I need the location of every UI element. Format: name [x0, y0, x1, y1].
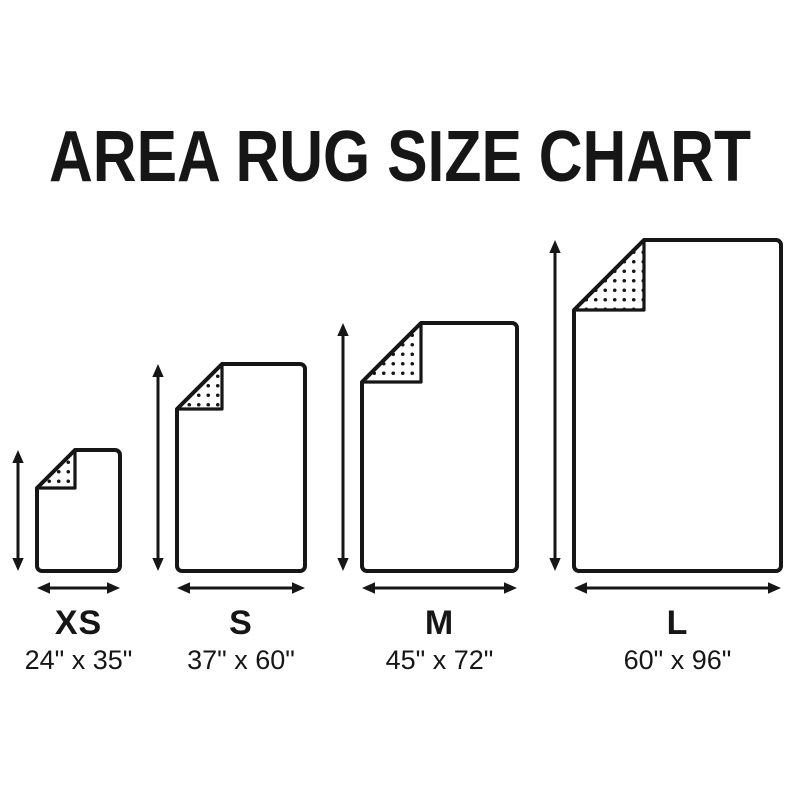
folded-corner-l [572, 238, 646, 312]
height-arrow-s [152, 364, 164, 571]
rug-outline-xs [35, 448, 122, 573]
dimension-label-xs: 24" x 35" [24, 645, 133, 675]
rug-l [572, 238, 783, 573]
rug-outline-l [572, 238, 783, 573]
size-label-l: L [666, 604, 689, 642]
chart-title-banner: AREA RUG SIZE CHART [49, 117, 751, 197]
height-arrow-l [549, 240, 561, 571]
size-label-xs: XS [54, 604, 103, 642]
dimension-label-s: 37" x 60" [187, 645, 295, 675]
width-arrow-s [177, 582, 305, 594]
rug-xs [35, 448, 122, 573]
height-arrow-m [337, 323, 349, 571]
height-arrow-xs [12, 450, 24, 571]
width-arrow-xs [37, 582, 120, 594]
folded-corner-s [175, 362, 224, 411]
size-label-m: M [424, 604, 455, 642]
folded-corner-m [360, 321, 423, 384]
rug-s [175, 362, 307, 573]
size-label-s: S [229, 604, 253, 642]
rug-outline-s [175, 362, 307, 573]
dimension-label-l: 60" x 96" [623, 645, 732, 675]
folded-corner-xs [35, 448, 77, 490]
page-title: AREA RUG SIZE CHART [49, 117, 751, 197]
dimension-label-m: 45" x 72" [385, 645, 494, 675]
width-arrow-l [574, 582, 781, 594]
rug-m [360, 321, 519, 573]
rug-outline-m [360, 321, 519, 573]
width-arrow-m [362, 582, 517, 594]
